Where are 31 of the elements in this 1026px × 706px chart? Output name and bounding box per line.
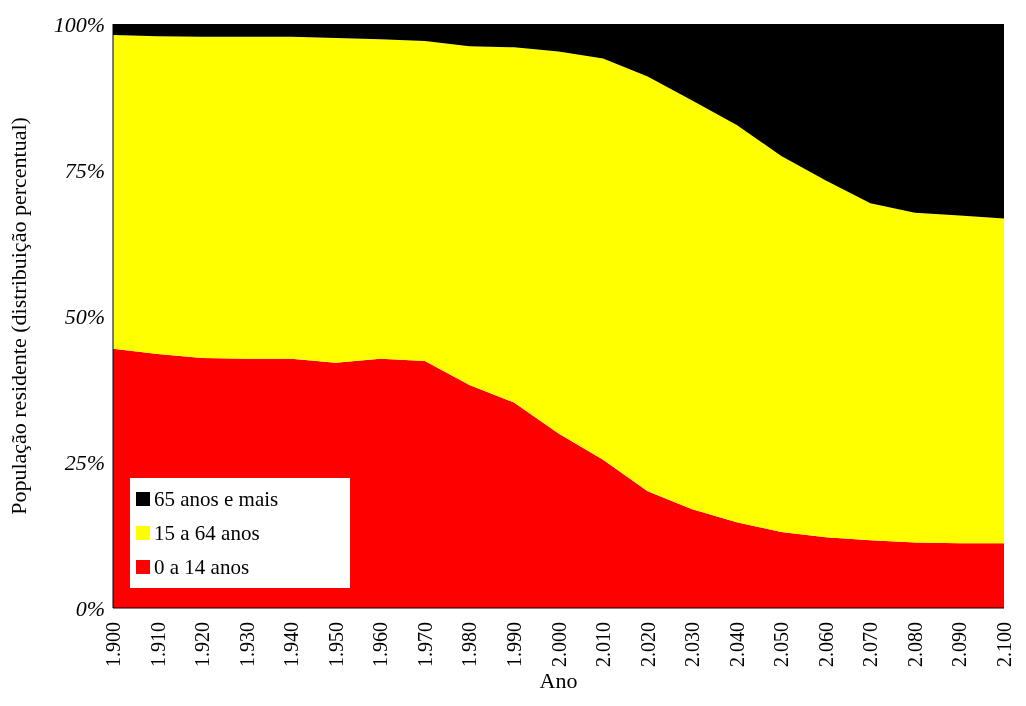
x-axis-title: Ano: [539, 668, 578, 693]
x-tick-label: 2.070: [859, 622, 882, 667]
legend-label: 0 a 14 anos: [154, 554, 250, 580]
x-tick-label: 2.030: [681, 622, 704, 667]
y-axis-title: População residente (distribuição percentual): [5, 117, 31, 515]
x-tick-label: 1.910: [146, 622, 169, 667]
x-tick-label: 2.040: [725, 622, 748, 667]
x-tick-label: 1.940: [280, 622, 303, 667]
legend-label: 65 anos e mais: [154, 486, 279, 512]
x-tick-label: 2.080: [903, 622, 926, 667]
x-tick-label: 1.900: [102, 622, 124, 667]
y-tick-label: 25%: [64, 449, 105, 475]
y-tick-label: 0%: [75, 595, 105, 621]
x-tick-label: 1.990: [502, 622, 525, 667]
x-tick-label: 2.060: [814, 622, 837, 667]
x-tick-label: 2.090: [948, 622, 971, 667]
x-tick-label: 2.100: [993, 622, 1015, 667]
x-tick-label: 1.930: [235, 622, 258, 667]
x-tick-label: 1.950: [324, 622, 347, 667]
y-tick-label: 100%: [53, 11, 105, 37]
x-tick-label: 1.920: [191, 622, 214, 667]
x-tick-label: 2.000: [547, 622, 570, 667]
legend-label: 15 a 64 anos: [154, 520, 260, 546]
x-tick-label: 1.960: [369, 622, 392, 667]
x-tick-label: 2.020: [636, 622, 659, 667]
y-tick-label: 75%: [64, 157, 105, 183]
x-tick-label: 2.050: [770, 622, 793, 667]
x-tick-label: 2.010: [592, 622, 615, 667]
x-tick-label: 1.970: [413, 622, 436, 667]
x-tick-label: 1.980: [458, 622, 481, 667]
y-tick-label: 50%: [64, 303, 105, 329]
